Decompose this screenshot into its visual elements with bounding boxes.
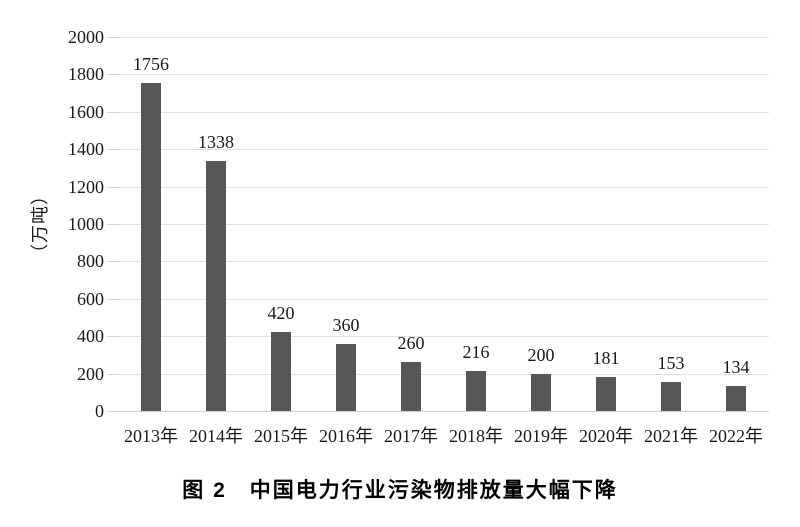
y-axis-tick-label: 600: [77, 289, 104, 309]
gridline: [118, 224, 769, 225]
y-axis-tick-mark: [107, 224, 118, 225]
gridline: [118, 187, 769, 188]
y-axis-tick-label: 1600: [68, 102, 104, 122]
y-axis-tick-label: 1400: [68, 139, 104, 159]
x-axis-tick-label: 2014年: [189, 426, 243, 446]
gridline: [118, 261, 769, 262]
y-axis-tick-mark: [107, 112, 118, 113]
gridline: [118, 336, 769, 337]
y-axis-tick-label: 400: [77, 326, 104, 346]
bar-2013年: [141, 83, 161, 411]
y-axis-tick-mark: [107, 374, 118, 375]
bar-2021年: [661, 382, 681, 411]
x-axis-tick-label: 2018年: [449, 426, 503, 446]
y-axis-tick-label: 800: [77, 251, 104, 271]
bar-2019年: [531, 374, 551, 411]
x-axis-tick-label: 2020年: [579, 426, 633, 446]
y-axis-tick-label: 200: [77, 364, 104, 384]
y-axis-tick-mark: [107, 336, 118, 337]
bar-value-label: 1756: [133, 54, 169, 74]
x-axis-tick-label: 2016年: [319, 426, 373, 446]
x-axis-tick-label: 2015年: [254, 426, 308, 446]
bar-value-label: 200: [527, 345, 555, 365]
y-axis-tick-label: 1800: [68, 64, 104, 84]
x-axis-tick-label: 2019年: [514, 426, 568, 446]
x-axis-tick-label: 2021年: [644, 426, 698, 446]
bar-value-label: 420: [267, 303, 295, 323]
bar-value-label: 153: [657, 353, 685, 373]
chart-caption: 图 2 中国电力行业污染物排放量大幅下降: [182, 479, 618, 502]
y-axis-tick-mark: [107, 74, 118, 75]
bar-value-label: 181: [592, 348, 620, 368]
gridline: [118, 37, 769, 38]
y-axis-tick-label: 1000: [68, 214, 104, 234]
y-axis-tick-mark: [107, 299, 118, 300]
gridline: [118, 149, 769, 150]
bar-2017年: [401, 362, 421, 411]
y-axis-tick-label: 1200: [68, 177, 104, 197]
x-axis-tick-label: 2022年: [709, 426, 763, 446]
bar-2018年: [466, 371, 486, 411]
bar-2016年: [336, 344, 356, 411]
y-axis-tick-mark: [107, 149, 118, 150]
bar-2015年: [271, 332, 291, 411]
bar-2020年: [596, 377, 616, 411]
y-axis-tick-mark: [107, 187, 118, 188]
plot-area: 1756 1338 420 360 260 216 200 181 153 134: [118, 37, 769, 412]
bar-value-label: 216: [462, 342, 490, 362]
bar-value-label: 134: [722, 357, 750, 377]
y-axis-tick-mark: [107, 411, 118, 412]
x-axis-tick-label: 2013年: [124, 426, 178, 446]
bar-2022年: [726, 386, 746, 411]
bar-value-label: 1338: [198, 132, 234, 152]
y-axis-tick-label: 0: [95, 401, 104, 421]
y-axis-tick-mark: [107, 261, 118, 262]
bar-2014年: [206, 161, 226, 411]
y-axis-tick-mark: [107, 37, 118, 38]
y-axis-tick-label: 2000: [68, 27, 104, 47]
gridline: [118, 74, 769, 75]
bar-value-label: 260: [397, 333, 425, 353]
x-axis-baseline: [118, 411, 769, 412]
gridline: [118, 374, 769, 375]
x-axis-tick-label: 2017年: [384, 426, 438, 446]
bar-value-label: 360: [332, 315, 360, 335]
gridline: [118, 112, 769, 113]
gridline: [118, 299, 769, 300]
